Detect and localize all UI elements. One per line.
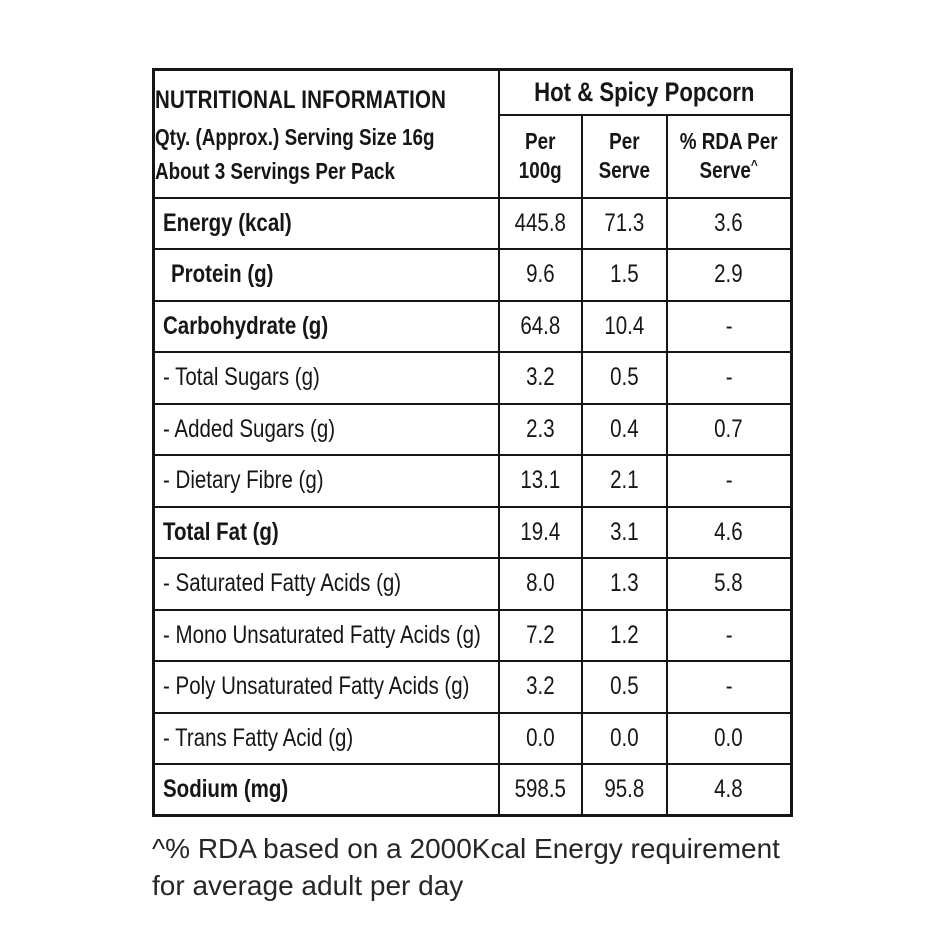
servings-per-pack-line: About 3 Servings Per Pack (155, 157, 396, 184)
table-row: Total Fat (g) 19.4 3.1 4.6 (152, 505, 793, 559)
header-row-columns: Per 100g Per Serve % RDA Per Serve^ (154, 113, 793, 199)
value-rda-per-serve: - (665, 454, 793, 508)
value-per-serve: 95.8 (580, 763, 668, 817)
value-per-serve: 1.2 (580, 608, 668, 662)
value-per-100g: 3.2 (497, 351, 583, 405)
nutrition-body: Energy (kcal) 445.8 71.3 3.6 Protein (g) 9.6 1… (152, 196, 793, 817)
value-per-serve: 0.5 (580, 660, 668, 714)
value-per-100g: 598.5 (497, 763, 583, 817)
value-per-serve: 2.1 (580, 454, 668, 508)
nutrient-label: - Dietary Fibre (g) (152, 454, 500, 508)
nutrient-label: - Poly Unsaturated Fatty Acids (g) (152, 660, 500, 714)
value-per-100g: 19.4 (497, 505, 583, 559)
value-rda-per-serve: 0.0 (665, 711, 793, 765)
header-row-top: NUTRITIONAL INFORMATION Qty. (Approx.) S… (152, 68, 793, 199)
value-per-serve: 1.3 (580, 557, 668, 611)
table-row: - Saturated Fatty Acids (g) 8.0 1.3 5.8 (152, 557, 793, 611)
value-per-100g: 8.0 (497, 557, 583, 611)
rda-footnote: ^% RDA based on a 2000Kcal Energy requir… (152, 830, 812, 904)
nutrient-label: - Mono Unsaturated Fatty Acids (g) (152, 608, 500, 662)
value-rda-per-serve: 2.9 (665, 248, 793, 302)
value-rda-per-serve: 0.7 (665, 402, 793, 456)
value-per-serve: 0.5 (580, 351, 668, 405)
table-row: - Mono Unsaturated Fatty Acids (g) 7.2 1.2… (152, 608, 793, 662)
table-row: Sodium (mg) 598.5 95.8 4.8 (152, 763, 793, 817)
value-per-serve: 3.1 (580, 505, 668, 559)
value-rda-per-serve: - (665, 660, 793, 714)
column-header-rda-per-serve: % RDA Per Serve^ (665, 113, 793, 199)
value-rda-per-serve: - (665, 351, 793, 405)
value-rda-per-serve: - (665, 299, 793, 353)
value-per-serve: 71.3 (580, 196, 668, 250)
value-rda-per-serve: - (665, 608, 793, 662)
nutrient-label: Sodium (mg) (152, 763, 500, 817)
product-name: Hot & Spicy Popcorn (497, 68, 793, 116)
value-per-serve: 10.4 (580, 299, 668, 353)
value-per-100g: 13.1 (497, 454, 583, 508)
value-per-100g: 3.2 (497, 660, 583, 714)
table-row: - Added Sugars (g) 2.3 0.4 0.7 (152, 402, 793, 456)
nutrient-label: Protein (g) (152, 248, 500, 302)
table-row: Carbohydrate (g) 64.8 10.4- (152, 299, 793, 353)
table-row: Protein (g) 9.6 1.5 2.9 (152, 248, 793, 302)
nutrient-label: - Trans Fatty Acid (g) (152, 711, 500, 765)
value-per-100g: 445.8 (497, 196, 583, 250)
value-per-100g: 0.0 (497, 711, 583, 765)
value-rda-per-serve: 4.6 (665, 505, 793, 559)
value-per-serve: 0.4 (580, 402, 668, 456)
value-per-serve: 0.0 (580, 711, 668, 765)
table-row: - Total Sugars (g) 3.2 0.5- (152, 351, 793, 405)
value-per-100g: 7.2 (497, 608, 583, 662)
table-title: NUTRITIONAL INFORMATION (155, 85, 447, 114)
nutrition-table: NUTRITIONAL INFORMATION Qty. (Approx.) S… (152, 68, 793, 817)
nutrient-label: Carbohydrate (g) (152, 299, 500, 353)
column-header-per-100g: Per 100g (497, 113, 583, 199)
value-per-100g: 9.6 (497, 248, 583, 302)
table-row: - Trans Fatty Acid (g) 0.0 0.0 0.0 (152, 711, 793, 765)
column-header-per-serve: Per Serve (580, 113, 668, 199)
value-per-100g: 2.3 (497, 402, 583, 456)
nutrient-label: - Added Sugars (g) (152, 402, 500, 456)
nutrient-label: Energy (kcal) (152, 196, 500, 250)
value-per-serve: 1.5 (580, 248, 668, 302)
nutrient-label: - Saturated Fatty Acids (g) (152, 557, 500, 611)
value-rda-per-serve: 4.8 (665, 763, 793, 817)
table-row: - Dietary Fibre (g) 13.1 2.1- (152, 454, 793, 508)
nutrient-label: - Total Sugars (g) (152, 351, 500, 405)
value-rda-per-serve: 5.8 (665, 557, 793, 611)
table-row: Energy (kcal) 445.8 71.3 3.6 (152, 196, 793, 250)
table-row: - Poly Unsaturated Fatty Acids (g) 3.2 0.5… (152, 660, 793, 714)
serving-size-line: Qty. (Approx.) Serving Size 16g (155, 123, 435, 150)
rda-footnote-line2: for average adult per day (152, 870, 464, 901)
rda-footnote-line1: ^% RDA based on a 2000Kcal Energy requir… (152, 833, 780, 864)
value-per-100g: 64.8 (497, 299, 583, 353)
value-rda-per-serve: 3.6 (665, 196, 793, 250)
table-title-cell: NUTRITIONAL INFORMATION Qty. (Approx.) S… (152, 68, 500, 199)
footnote-marker-caret: ^ (751, 157, 758, 174)
nutrient-label: Total Fat (g) (152, 505, 500, 559)
